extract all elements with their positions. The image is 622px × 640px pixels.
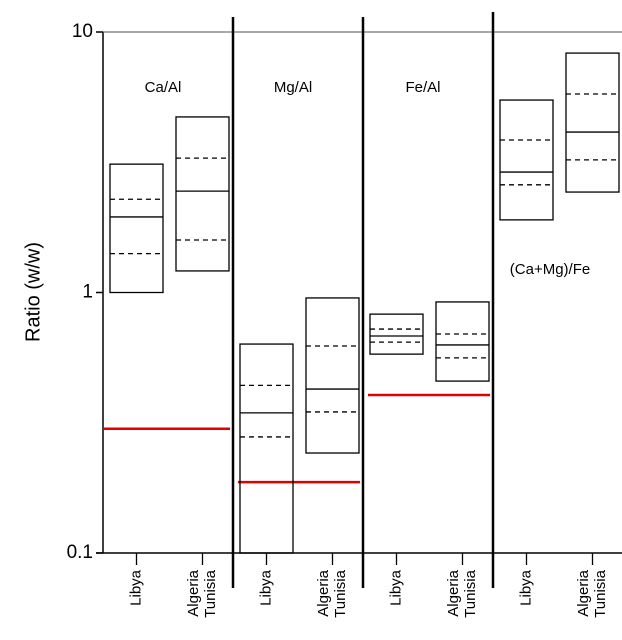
panel-label: Fe/Al [405, 79, 440, 96]
panel-label: (Ca+Mg)/Fe [510, 261, 590, 278]
panel-label: Mg/Al [274, 79, 312, 96]
y-tick-label: 1 [82, 282, 93, 303]
x-tick-label: Libya [387, 569, 404, 606]
box [175, 116, 230, 272]
x-tick-label: Libya [517, 569, 534, 606]
y-axis-label: Ratio (w/w) [22, 242, 44, 342]
x-tick-label: Algeria [315, 569, 332, 616]
y-tick-label: 0.1 [67, 542, 93, 563]
x-tick-label: Tunisia [332, 569, 349, 617]
x-tick-label: Tunisia [202, 569, 219, 617]
x-tick-label: Tunisia [592, 569, 609, 617]
box [369, 313, 424, 355]
panel-label: Ca/Al [145, 79, 182, 96]
box [109, 163, 164, 294]
box [435, 301, 490, 382]
box [499, 99, 554, 221]
x-tick-label: Algeria [445, 569, 462, 616]
x-tick-label: Libya [127, 569, 144, 606]
y-tick-label: 10 [72, 21, 93, 42]
x-tick-label: Libya [257, 569, 274, 606]
box [239, 343, 294, 554]
x-tick-label: Tunisia [462, 569, 479, 617]
box [565, 52, 620, 193]
x-tick-label: Algeria [185, 569, 202, 616]
x-tick-label: Algeria [575, 569, 592, 616]
box [305, 297, 360, 454]
